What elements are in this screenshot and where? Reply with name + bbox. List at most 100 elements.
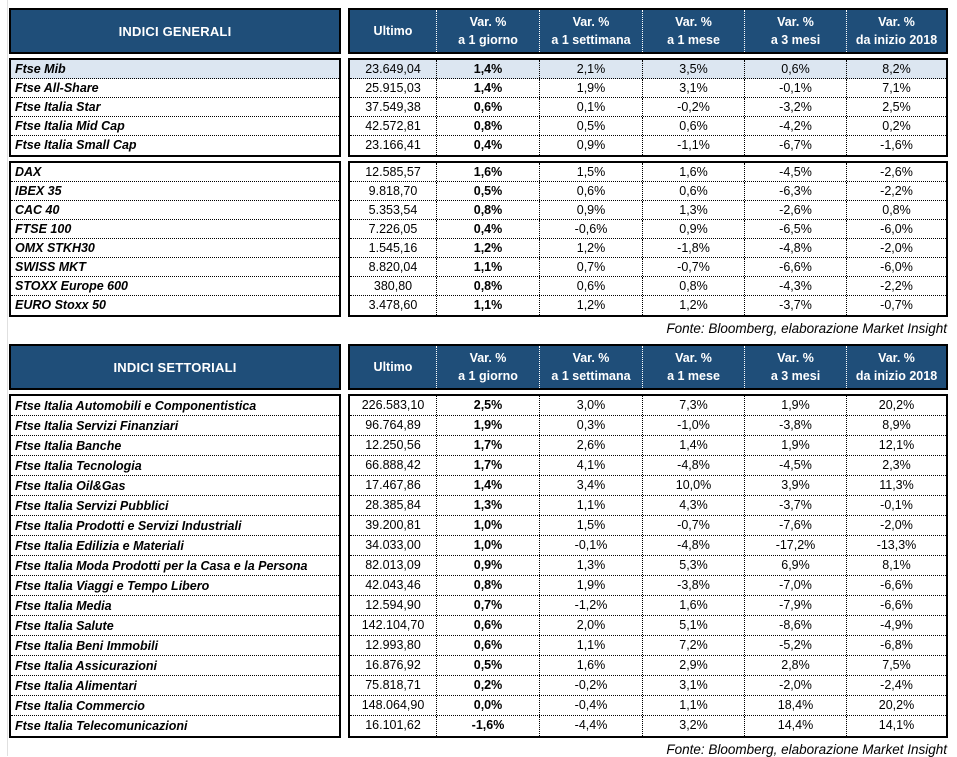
- value-cell: -1,1%: [642, 136, 744, 155]
- table-row: 5.353,54 0,8% 0,9% 1,3% -2,6% 0,8%: [350, 201, 946, 220]
- value-cell: -6,0%: [846, 258, 946, 276]
- value-cell: -4,4%: [539, 716, 642, 736]
- table-row: 39.200,81 1,0% 1,5% -0,7% -7,6% -2,0%: [350, 516, 946, 536]
- value-cell: 0,6%: [436, 636, 539, 655]
- value-cell: 1.545,16: [368, 241, 418, 255]
- table-row: 7.226,05 0,4% -0,6% 0,9% -6,5% -6,0%: [350, 220, 946, 239]
- column-headers: Ultimo Var. % a 1 giorno Var. % a 1 settiman…: [348, 8, 948, 54]
- value-cell: 1,5%: [539, 163, 642, 181]
- value-cell: -6,0%: [846, 220, 946, 238]
- index-name-cell: Ftse Italia Servizi Pubblici: [11, 496, 339, 516]
- column-header: Ultimo: [373, 23, 413, 38]
- value-cell: 14,1%: [846, 716, 946, 736]
- value-cell: -17,2%: [744, 536, 846, 555]
- value-cell: -2,2%: [846, 277, 946, 295]
- table-block: Ftse Italia Automobili e Componentistica…: [9, 394, 948, 738]
- index-name-cell: Ftse Italia Telecomunicazioni: [15, 719, 188, 733]
- column-header: Var. % a 1 mese: [642, 10, 744, 52]
- column-header: Var. % da inizio 2018: [846, 10, 946, 52]
- value-cell: 0,6%: [642, 117, 744, 135]
- value-cell: 9.818,70: [368, 184, 418, 198]
- index-name-cell: Ftse Italia Moda Prodotti per la Casa e …: [11, 556, 339, 576]
- index-name-column: Ftse Italia Automobili e Componentistica…: [9, 394, 341, 738]
- value-cell: 4,1%: [539, 456, 642, 475]
- value-cell: 3,0%: [539, 396, 642, 415]
- index-name-cell: Ftse Italia Media: [11, 596, 339, 616]
- index-name-column: DAX IBEX 35 CAC 40 FTSE 100 OMX STKH30 SWISS …: [9, 161, 341, 317]
- value-cell: -6,5%: [744, 220, 846, 238]
- table-row: 380,80 0,8% 0,6% 0,8% -4,3% -2,2%: [350, 277, 946, 296]
- value-cell: 20,2%: [846, 396, 946, 415]
- value-cell: 0,9%: [642, 220, 744, 238]
- value-cell: 28.385,84: [365, 498, 421, 512]
- index-name-column: Ftse Mib Ftse All-Share Ftse Italia Star Ft…: [9, 58, 341, 157]
- table-row: 75.818,71 0,2% -0,2% 3,1% -2,0% -2,4%: [350, 676, 946, 696]
- value-cell: 226.583,10: [361, 398, 425, 412]
- value-cell: -5,2%: [744, 636, 846, 655]
- index-name-cell: Ftse Italia Small Cap: [15, 138, 137, 152]
- column-header: Var. % a 1 giorno: [436, 10, 539, 52]
- table-row: 8.820,04 1,1% 0,7% -0,7% -6,6% -6,0%: [350, 258, 946, 277]
- source-note: Fonte: Bloomberg, elaborazione Market In…: [666, 321, 947, 336]
- table-header-row: INDICI SETTORIALI Ultimo Var. % a 1 giorno…: [9, 344, 948, 390]
- value-cell: 380,80: [373, 279, 413, 293]
- table-row: 25.915,03 1,4% 1,9% 3,1% -0,1% 7,1%: [350, 79, 946, 98]
- value-cell: 0,4%: [436, 220, 539, 238]
- index-name-cell: EURO Stoxx 50: [15, 298, 107, 312]
- value-cell: 0,6%: [744, 60, 846, 78]
- value-cell: -6,8%: [846, 636, 946, 655]
- value-cell: 1,0%: [436, 536, 539, 555]
- value-cell: -7,6%: [744, 516, 846, 535]
- value-cell: 11,3%: [846, 476, 946, 495]
- value-cell: -0,1%: [846, 496, 946, 515]
- value-cell: -0,7%: [642, 258, 744, 276]
- value-cell: 96.764,89: [365, 418, 421, 432]
- value-cell: -6,3%: [744, 182, 846, 200]
- value-cell: 16.101,62: [365, 718, 421, 732]
- value-cell: -8,6%: [744, 616, 846, 635]
- value-cell: -6,6%: [744, 258, 846, 276]
- value-cell: 7,5%: [846, 656, 946, 675]
- value-cell: 0,8%: [642, 277, 744, 295]
- value-cell: 1,9%: [744, 436, 846, 455]
- table-row: 9.818,70 0,5% 0,6% 0,6% -6,3% -2,2%: [350, 182, 946, 201]
- value-cell: -3,7%: [744, 296, 846, 315]
- value-cell: 12.585,57: [365, 165, 421, 179]
- table-title: INDICI GENERALI: [9, 8, 341, 54]
- table-row: 226.583,10 2,5% 3,0% 7,3% 1,9% 20,2%: [350, 396, 946, 416]
- value-cell: 12,1%: [846, 436, 946, 455]
- table-body: Ftse Mib Ftse All-Share Ftse Italia Star Ft…: [9, 58, 948, 317]
- value-cell: 7,2%: [642, 636, 744, 655]
- value-cell: -4,2%: [744, 117, 846, 135]
- value-cell: -1,8%: [642, 239, 744, 257]
- value-cell: 1,1%: [436, 258, 539, 276]
- value-cell: 37.549,38: [365, 100, 421, 114]
- table-row: 34.033,00 1,0% -0,1% -4,8% -17,2% -13,3%: [350, 536, 946, 556]
- value-cell: -1,6%: [436, 716, 539, 736]
- value-cell: 82.013,09: [365, 558, 421, 572]
- value-cell: 1,6%: [642, 163, 744, 181]
- value-cell: -6,7%: [744, 136, 846, 155]
- value-cell: -1,0%: [642, 416, 744, 435]
- value-cell: 0,2%: [436, 676, 539, 695]
- index-name-cell: Ftse Italia Viaggi e Tempo Libero: [11, 576, 339, 596]
- value-cell: 0,9%: [539, 136, 642, 155]
- value-cell: 1,0%: [436, 516, 539, 535]
- table-row: 37.549,38 0,6% 0,1% -0,2% -3,2% 2,5%: [350, 98, 946, 117]
- value-cell: 2,5%: [436, 396, 539, 415]
- value-cell: 66.888,42: [365, 458, 421, 472]
- value-cell: 34.033,00: [365, 538, 421, 552]
- value-cell: 0,8%: [846, 201, 946, 219]
- value-cell: 1,6%: [539, 656, 642, 675]
- index-name-cell: OMX STKH30: [11, 239, 339, 258]
- value-cell: -2,0%: [846, 516, 946, 535]
- index-name-cell: Ftse Italia Star: [11, 98, 339, 117]
- value-cell: 148.064,90: [361, 698, 425, 712]
- index-name-cell: STOXX Europe 600: [11, 277, 339, 296]
- value-cell: 1,3%: [436, 496, 539, 515]
- index-name-cell: Ftse All-Share: [11, 79, 339, 98]
- value-cell: 7.226,05: [368, 222, 418, 236]
- value-cell: 20,2%: [846, 696, 946, 715]
- value-cell: 2,1%: [539, 60, 642, 78]
